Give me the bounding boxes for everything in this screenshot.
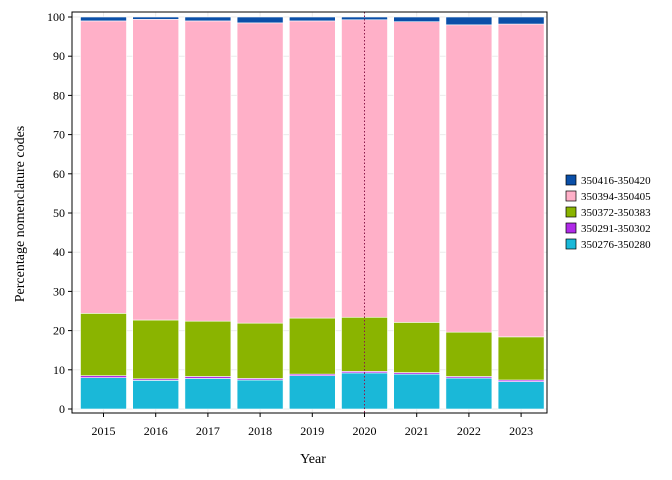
y-tick-label: 30 bbox=[53, 284, 65, 298]
x-axis-label: Year bbox=[300, 452, 326, 467]
y-tick-label: 40 bbox=[53, 245, 65, 259]
bar-segment bbox=[184, 320, 232, 377]
x-tick-label: 2018 bbox=[248, 424, 272, 438]
bar-segment bbox=[445, 331, 493, 377]
bar-segment bbox=[80, 377, 127, 410]
bar-stack-2018 bbox=[236, 16, 284, 410]
bar-segment bbox=[236, 379, 284, 410]
y-tick-label: 0 bbox=[59, 402, 65, 416]
legend-label: 350394-350405 bbox=[581, 191, 651, 203]
legend-label: 350416-350420 bbox=[581, 175, 651, 187]
legend: 350416-350420 350394-350405 350372-350383 3… bbox=[565, 174, 651, 251]
axes: 0 10 20 30 40 50 60 70 80 90 100 2015 2016 2017 2018 20… bbox=[47, 10, 548, 438]
legend-label: 350276-350280 bbox=[581, 239, 651, 251]
legend-swatch bbox=[565, 174, 577, 186]
bar-segment bbox=[341, 19, 388, 318]
bar-stack-2020 bbox=[341, 16, 388, 410]
legend-swatch bbox=[565, 206, 577, 218]
bar-segment bbox=[80, 313, 127, 376]
y-tick-label: 70 bbox=[53, 128, 65, 142]
bar-segment bbox=[497, 23, 545, 338]
bar-segment bbox=[445, 377, 493, 410]
bar-segment bbox=[132, 16, 179, 20]
x-tick-label: 2015 bbox=[92, 424, 116, 438]
bar-stack-2017 bbox=[184, 16, 232, 410]
bar-segment bbox=[184, 20, 232, 322]
x-tick-label: 2016 bbox=[144, 424, 168, 438]
bar-segment bbox=[236, 22, 284, 324]
bar-segment bbox=[393, 16, 441, 23]
x-tick-label: 2023 bbox=[509, 424, 533, 438]
bar-segment bbox=[288, 317, 336, 375]
x-tick-label: 2021 bbox=[405, 424, 429, 438]
bar-segment bbox=[497, 336, 545, 381]
bar-segment bbox=[184, 378, 232, 410]
bar-segment bbox=[445, 24, 493, 333]
y-tick-label: 90 bbox=[53, 49, 65, 63]
y-tick-label: 10 bbox=[53, 363, 65, 377]
bar-segment bbox=[132, 19, 179, 321]
bar-segment bbox=[236, 322, 284, 379]
bar-segment bbox=[184, 16, 232, 22]
bar-stack-2016 bbox=[132, 16, 179, 410]
legend-label: 350291-350302 bbox=[581, 223, 651, 235]
bar-stack-2015 bbox=[80, 16, 127, 410]
y-tick-label: 20 bbox=[53, 324, 65, 338]
x-tick-label: 2019 bbox=[300, 424, 324, 438]
y-tick-label: 60 bbox=[53, 167, 65, 181]
bar-segment bbox=[288, 375, 336, 410]
x-tick-label: 2017 bbox=[196, 424, 220, 438]
bar-stack-2019 bbox=[288, 16, 336, 410]
legend-swatch bbox=[565, 190, 577, 202]
bar-segment bbox=[497, 381, 545, 410]
bar-segment bbox=[132, 319, 179, 380]
y-tick-label: 100 bbox=[47, 10, 65, 24]
bar-segment bbox=[393, 21, 441, 323]
bar-segment bbox=[393, 322, 441, 373]
bar-segment bbox=[497, 16, 545, 25]
bar-segment bbox=[80, 16, 127, 22]
bar-segment bbox=[80, 20, 127, 314]
bar-stack-2021 bbox=[393, 16, 441, 410]
bar-segment bbox=[288, 20, 336, 319]
bars bbox=[80, 16, 545, 410]
y-tick-label: 50 bbox=[53, 206, 65, 220]
y-tick-label: 80 bbox=[53, 88, 65, 102]
bar-stack-2022 bbox=[445, 16, 493, 410]
x-tick-label: 2022 bbox=[457, 424, 481, 438]
legend-label: 350372-350383 bbox=[581, 207, 651, 219]
legend-swatch bbox=[565, 222, 577, 234]
y-axis-label: Percentage nomenclature codes bbox=[13, 126, 28, 302]
bar-segment bbox=[236, 16, 284, 24]
legend-swatch bbox=[565, 238, 577, 250]
bar-segment bbox=[445, 16, 493, 26]
bar-segment bbox=[393, 373, 441, 410]
bar-stack-2023 bbox=[497, 16, 545, 410]
x-tick-label: 2020 bbox=[353, 424, 377, 438]
bar-segment bbox=[132, 380, 179, 410]
bar-segment bbox=[288, 16, 336, 22]
